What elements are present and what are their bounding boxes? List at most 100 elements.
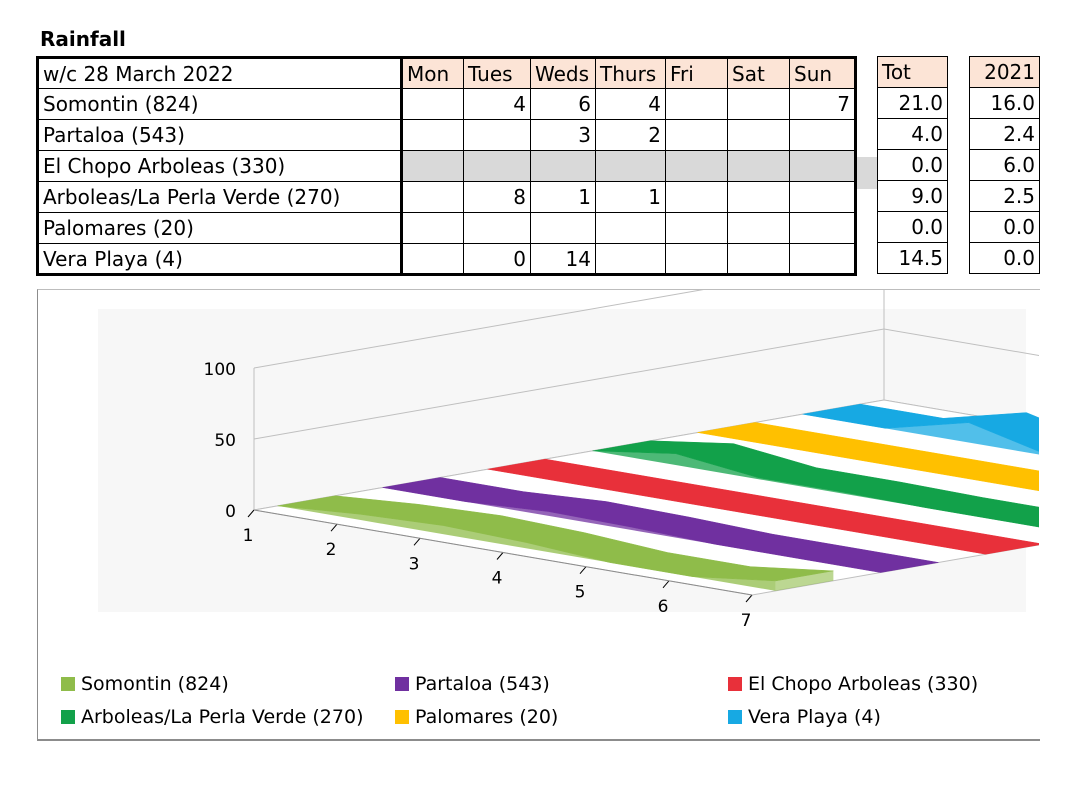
x-tick-label: 4 — [492, 569, 503, 589]
shaded-gap — [857, 157, 877, 189]
legend-label: Vera Playa (4) — [748, 706, 881, 728]
table-cell — [401, 150, 464, 182]
series-area — [487, 458, 1039, 555]
y2021-cell: 2.4 — [969, 118, 1040, 150]
series-front-face — [382, 487, 881, 573]
table-cell — [789, 150, 856, 182]
table-row: El Chopo Arboleas (330) — [37, 150, 856, 182]
total-cell: 9.0 — [877, 180, 948, 212]
table-cell: 1 — [595, 181, 666, 213]
week-label: w/c 28 March 2022 — [37, 57, 403, 89]
table-cell — [595, 212, 666, 244]
x-axis-line — [253, 509, 753, 596]
row-label: Partaloa (543) — [37, 119, 403, 151]
table-cell: 2 — [595, 119, 666, 151]
legend-label: Palomares (20) — [415, 706, 559, 728]
table-header-row: w/c 28 March 2022 Mon Tues Weds Thurs Fr… — [37, 57, 856, 89]
legend-item: Palomares (20) — [395, 706, 558, 728]
y-tick-label: 50 — [214, 431, 236, 451]
table-cell: 3 — [530, 119, 596, 151]
table-row: Somontin (824) 4 6 4 7 — [37, 88, 856, 120]
series-front-face — [592, 450, 1039, 528]
table-row: Palomares (20) — [37, 212, 856, 244]
col-header-mon: Mon — [401, 57, 464, 89]
x-tick — [579, 566, 587, 574]
table-cell: 4 — [595, 88, 666, 120]
table-cell — [727, 88, 790, 120]
table-cell: 14 — [530, 243, 596, 275]
legend-item: Partaloa (543) — [395, 673, 550, 695]
table-cell — [401, 212, 464, 244]
table-cell — [665, 181, 728, 213]
col-header-sun: Sun — [789, 57, 856, 89]
year-2021-table: 2021 16.0 2.4 6.0 2.5 0.0 0.0 — [969, 56, 1040, 274]
legend-label: Partaloa (543) — [415, 673, 550, 695]
legend-label: El Chopo Arboleas (330) — [748, 673, 979, 695]
table-cell — [665, 88, 728, 120]
y-tick-label: 100 — [204, 360, 236, 380]
y2021-cell: 0.0 — [969, 211, 1040, 243]
row-label: Vera Playa (4) — [37, 243, 403, 275]
table-cell — [463, 212, 531, 244]
series-area — [697, 422, 1039, 492]
table-cell — [401, 243, 464, 275]
col-header-thurs: Thurs — [595, 57, 666, 89]
table-cell — [530, 150, 596, 182]
x-tick-label: 3 — [409, 554, 420, 574]
legend-swatch — [395, 710, 409, 724]
table-cell — [665, 243, 728, 275]
table-cell: 1 — [530, 181, 596, 213]
table-cell — [595, 150, 666, 182]
row-label: Palomares (20) — [37, 212, 403, 244]
y2021-cell: 0.0 — [969, 242, 1040, 274]
table-cell — [727, 212, 790, 244]
x-tick — [413, 538, 421, 546]
legend-swatch — [728, 710, 742, 724]
y2021-cell: 6.0 — [969, 149, 1040, 181]
legend-swatch — [395, 677, 409, 691]
legend-swatch — [61, 710, 75, 724]
table-cell: 6 — [530, 88, 596, 120]
table-row: Partaloa (543) 3 2 — [37, 119, 856, 151]
series-end-cap — [775, 570, 834, 591]
row-label: Somontin (824) — [37, 88, 403, 120]
gridline — [253, 290, 704, 369]
y2021-cell: 16.0 — [969, 87, 1040, 119]
total-cell: 0.0 — [877, 149, 948, 181]
col-header-weds: Weds — [530, 57, 596, 89]
x-tick — [247, 509, 255, 518]
table-cell: 4 — [463, 88, 531, 120]
x-tick-label: 5 — [575, 583, 586, 603]
page-title: Rainfall — [40, 27, 126, 51]
table-cell — [595, 243, 666, 275]
table-cell — [727, 243, 790, 275]
x-tick — [745, 594, 753, 603]
total-cell: 14.5 — [877, 242, 948, 274]
table-cell — [727, 181, 790, 213]
total-table: Tot 21.0 4.0 0.0 9.0 0.0 14.5 — [877, 56, 948, 274]
x-tick-label: 7 — [741, 611, 752, 631]
table-cell — [789, 243, 856, 275]
table-cell — [530, 212, 596, 244]
total-cell: 4.0 — [877, 118, 948, 150]
series-area — [802, 403, 1039, 452]
chart-container: 0 50 100 1 2 3 4 5 6 7 Somontin (824) Partaloa (54… — [37, 289, 1040, 741]
y2021-header: 2021 — [969, 56, 1040, 88]
area-chart-3d: 0 50 100 1 2 3 4 5 6 7 — [98, 290, 1039, 631]
series-front-face — [277, 505, 776, 591]
table-cell — [789, 212, 856, 244]
table-cell: 7 — [789, 88, 856, 120]
table-cell — [727, 119, 790, 151]
col-header-sat: Sat — [727, 57, 790, 89]
table-cell — [665, 150, 728, 182]
table-cell — [401, 181, 464, 213]
x-tick — [330, 523, 338, 532]
legend-item: El Chopo Arboleas (330) — [728, 673, 978, 695]
col-header-fri: Fri — [665, 57, 728, 89]
table-row: Vera Playa (4) 0 14 — [37, 243, 856, 275]
y-tick-label: 0 — [225, 502, 236, 522]
x-tick-label: 2 — [326, 540, 337, 560]
legend-item: Somontin (824) — [61, 673, 229, 695]
table-cell — [463, 119, 531, 151]
table-cell — [789, 181, 856, 213]
